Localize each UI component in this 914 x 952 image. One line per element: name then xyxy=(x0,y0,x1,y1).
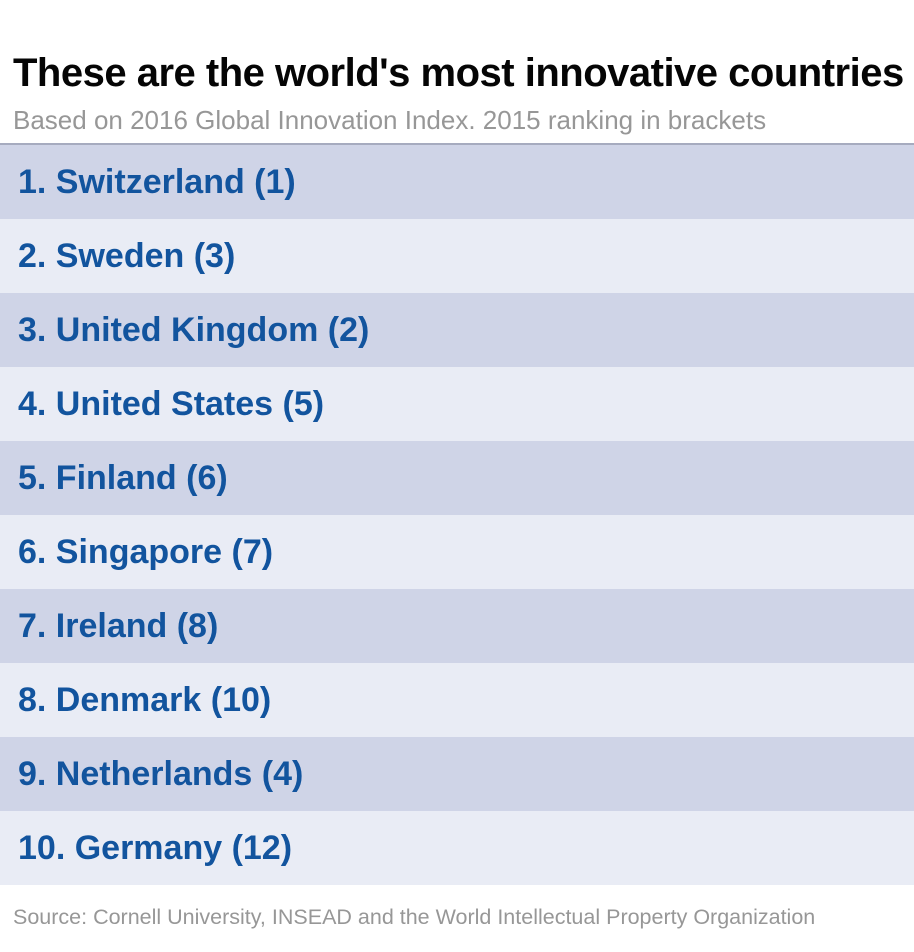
ranking-row-label: 4. United States (5) xyxy=(18,384,325,423)
ranking-row-label: 7. Ireland (8) xyxy=(18,606,219,645)
ranking-row: 4. United States (5) xyxy=(0,367,914,441)
ranking-row-label: 3. United Kingdom (2) xyxy=(18,310,370,349)
ranking-list: 1. Switzerland (1) 2. Sweden (3) 3. Unit… xyxy=(0,143,914,885)
page-title: These are the world's most innovative co… xyxy=(13,51,904,95)
ranking-row-label: 6. Singapore (7) xyxy=(18,532,274,571)
ranking-row: 5. Finland (6) xyxy=(0,441,914,515)
subtitle: Based on 2016 Global Innovation Index. 2… xyxy=(13,105,767,135)
ranking-row-label: 10. Germany (12) xyxy=(18,828,293,867)
ranking-row: 1. Switzerland (1) xyxy=(0,145,914,219)
ranking-row: 6. Singapore (7) xyxy=(0,515,914,589)
ranking-row-label: 1. Switzerland (1) xyxy=(18,162,296,201)
ranking-row-label: 8. Denmark (10) xyxy=(18,680,272,719)
ranking-row: 8. Denmark (10) xyxy=(0,663,914,737)
ranking-row: 2. Sweden (3) xyxy=(0,219,914,293)
ranking-row: 7. Ireland (8) xyxy=(0,589,914,663)
ranking-row: 10. Germany (12) xyxy=(0,811,914,885)
ranking-row-label: 2. Sweden (3) xyxy=(18,236,236,275)
ranking-row: 3. United Kingdom (2) xyxy=(0,293,914,367)
ranking-row-label: 5. Finland (6) xyxy=(18,458,228,497)
ranking-row: 9. Netherlands (4) xyxy=(0,737,914,811)
source-note: Source: Cornell University, INSEAD and t… xyxy=(13,905,816,929)
ranking-row-label: 9. Netherlands (4) xyxy=(18,754,304,793)
